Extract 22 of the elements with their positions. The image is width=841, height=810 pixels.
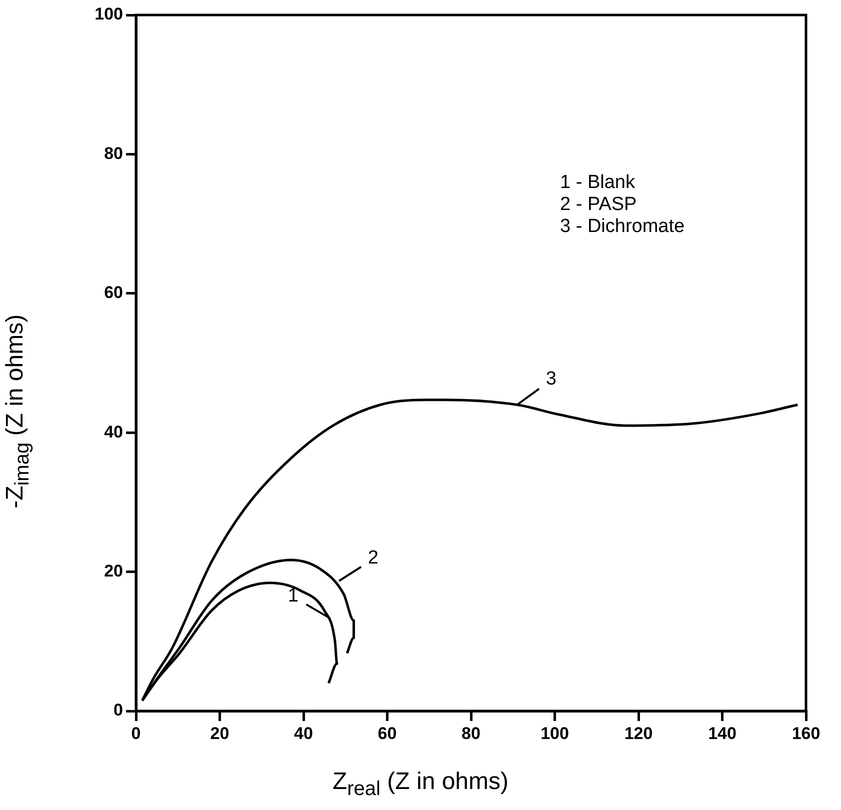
y-tick-label: 60 xyxy=(104,283,123,302)
annotation: 2 - PASP xyxy=(560,194,638,216)
x-tick-label: 40 xyxy=(294,724,313,743)
x-tick-label: 20 xyxy=(210,724,230,743)
annotation: 3 - Dichromate xyxy=(560,216,685,238)
x-tick-label: 120 xyxy=(624,724,653,743)
y-tick-label: 100 xyxy=(94,4,123,24)
x-tick-label: 0 xyxy=(131,724,141,743)
x-tick-label: 160 xyxy=(792,724,820,743)
y-tick-label: 20 xyxy=(104,561,123,580)
x-tick-label: 60 xyxy=(378,724,397,743)
x-tick-label: 100 xyxy=(540,724,569,743)
annotation: 1 - Blank xyxy=(560,172,636,194)
annotation: 1 xyxy=(288,585,298,606)
y-tick-label: 80 xyxy=(104,144,123,163)
y-tick-label: 0 xyxy=(114,700,123,720)
x-tick-label: 140 xyxy=(708,724,736,743)
x-tick-label: 80 xyxy=(462,724,480,743)
annotation: 3 xyxy=(546,368,556,390)
x-axis-title: Z$_{real}$ (Z in ohms) xyxy=(331,768,510,801)
annotation: 2 xyxy=(368,548,378,569)
y-tick-label: 40 xyxy=(104,422,123,442)
